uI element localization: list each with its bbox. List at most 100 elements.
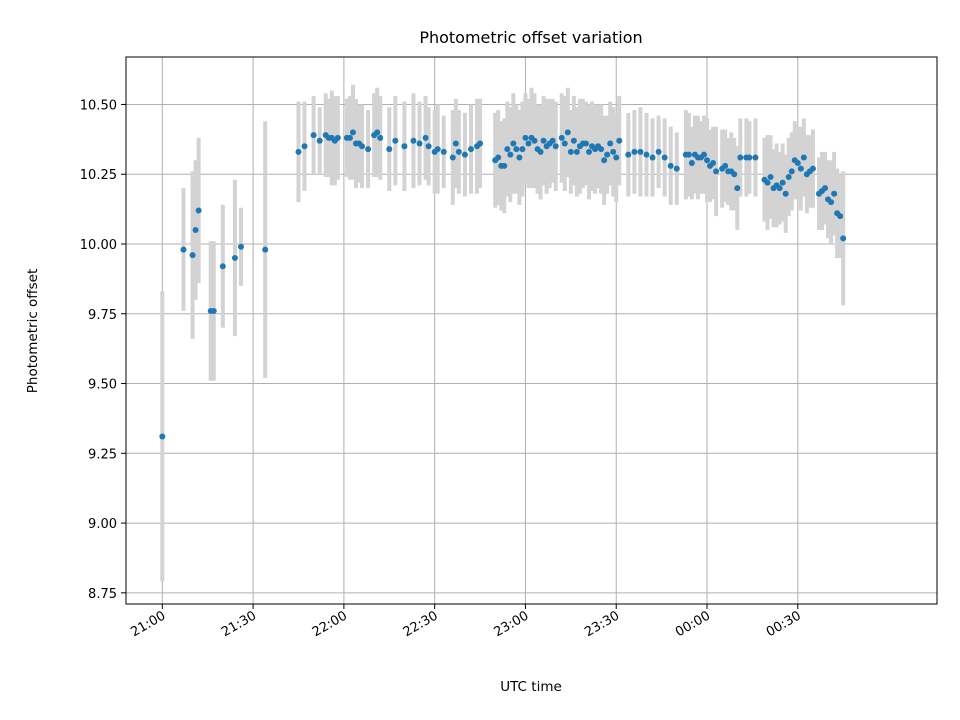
data-point xyxy=(295,148,302,155)
data-point xyxy=(507,151,514,158)
data-point xyxy=(785,174,792,181)
data-point xyxy=(231,254,238,261)
data-point xyxy=(334,134,341,141)
data-point xyxy=(495,154,502,161)
data-points xyxy=(159,129,847,440)
data-point xyxy=(461,151,468,158)
data-point xyxy=(195,207,202,214)
data-point xyxy=(416,140,423,147)
data-point xyxy=(649,154,656,161)
data-point xyxy=(840,235,847,242)
data-point xyxy=(601,157,608,164)
y-tick-label: 10.25 xyxy=(80,168,117,183)
data-point xyxy=(519,146,526,153)
data-point xyxy=(564,129,571,136)
data-point xyxy=(365,146,372,153)
data-point xyxy=(607,140,614,147)
data-point xyxy=(310,132,317,139)
data-point xyxy=(449,154,456,161)
data-point xyxy=(552,143,559,150)
data-point xyxy=(685,151,692,158)
data-point xyxy=(516,154,523,161)
data-point xyxy=(822,185,829,192)
data-point xyxy=(180,246,187,253)
data-point xyxy=(159,433,166,440)
data-point xyxy=(722,162,729,169)
data-point xyxy=(504,146,511,153)
data-point xyxy=(510,140,517,147)
data-point xyxy=(734,185,741,192)
data-point xyxy=(440,148,447,155)
data-point xyxy=(570,137,577,144)
data-point xyxy=(713,168,720,175)
data-point xyxy=(782,190,789,197)
y-axis-label: Photometric offset xyxy=(25,269,41,393)
data-point xyxy=(661,154,668,161)
data-point xyxy=(410,137,417,144)
data-point xyxy=(401,143,408,150)
data-point xyxy=(237,243,244,250)
data-point xyxy=(673,165,680,172)
data-point xyxy=(582,140,589,147)
data-point xyxy=(688,160,695,167)
data-point xyxy=(573,148,580,155)
data-point xyxy=(828,199,835,206)
data-point xyxy=(779,179,786,186)
data-point xyxy=(667,162,674,169)
chart-title: Photometric offset variation xyxy=(419,28,642,47)
data-point xyxy=(752,154,759,161)
data-point xyxy=(837,213,844,220)
y-tick-label: 9.25 xyxy=(88,447,117,462)
data-point xyxy=(359,143,366,150)
data-point xyxy=(531,137,538,144)
data-point xyxy=(637,148,644,155)
y-tick-label: 9.50 xyxy=(88,378,117,393)
y-tick-label: 10.50 xyxy=(80,98,117,113)
data-point xyxy=(585,148,592,155)
data-point xyxy=(301,143,308,150)
data-point xyxy=(700,151,707,158)
y-tick-label: 9.75 xyxy=(88,308,117,323)
data-point xyxy=(613,154,620,161)
data-point xyxy=(800,154,807,161)
data-point xyxy=(737,154,744,161)
data-point xyxy=(346,134,353,141)
data-point xyxy=(631,148,638,155)
data-point xyxy=(192,227,199,234)
plot-frame xyxy=(125,56,938,605)
data-point xyxy=(643,151,650,158)
data-point xyxy=(746,154,753,161)
data-point xyxy=(710,160,717,167)
data-point xyxy=(598,146,605,153)
y-tick-label: 9.00 xyxy=(88,517,117,532)
data-point xyxy=(625,151,632,158)
data-point xyxy=(704,157,711,164)
data-point xyxy=(477,140,484,147)
data-point xyxy=(764,179,771,186)
data-point xyxy=(422,134,429,141)
data-point xyxy=(262,246,269,253)
data-point xyxy=(776,185,783,192)
data-point xyxy=(616,137,623,144)
y-tick-label: 10.00 xyxy=(80,238,117,253)
data-point xyxy=(567,148,574,155)
data-point xyxy=(316,137,323,144)
data-point xyxy=(522,134,529,141)
data-point xyxy=(219,263,226,270)
data-point xyxy=(655,148,662,155)
data-point xyxy=(731,171,738,178)
data-point xyxy=(513,146,520,153)
data-point xyxy=(558,134,565,141)
data-point xyxy=(455,148,462,155)
y-axis-ticks: 8.75 9.00 9.25 9.50 9.75 10.00 10.25 10.50 xyxy=(80,98,126,602)
data-point xyxy=(189,252,196,259)
y-tick-label: 8.75 xyxy=(88,587,117,602)
data-point xyxy=(349,129,356,136)
data-point xyxy=(788,168,795,175)
data-point xyxy=(767,174,774,181)
x-axis-label: UTC time xyxy=(500,679,562,695)
data-point xyxy=(434,146,441,153)
data-point xyxy=(374,129,381,136)
data-point xyxy=(501,162,508,169)
